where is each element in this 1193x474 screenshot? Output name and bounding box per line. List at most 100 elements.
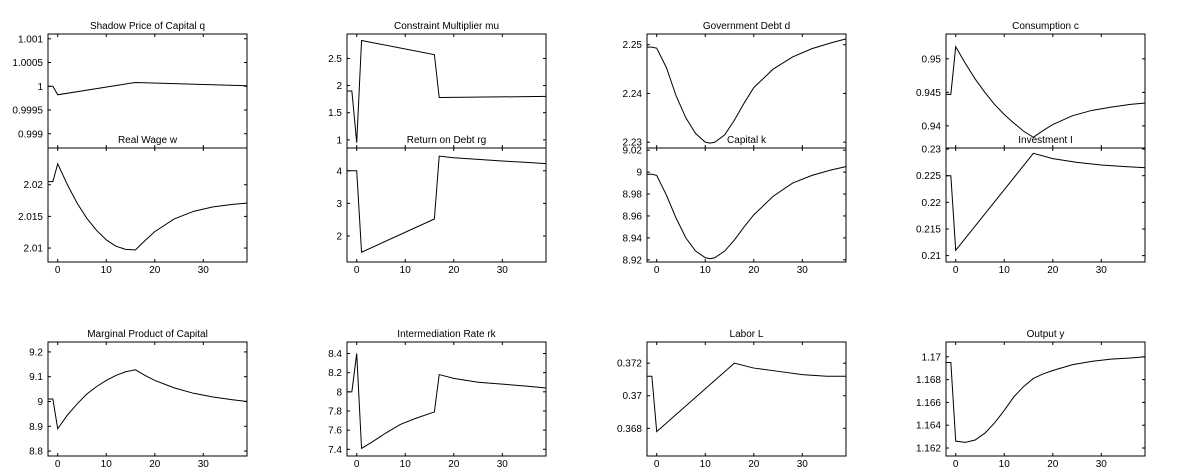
y-tick-label: 0.215: [916, 224, 941, 235]
y-tick-label: 9: [636, 168, 642, 179]
y-tick-label: 8.4: [328, 349, 342, 360]
panel-title: Government Debt d: [703, 21, 790, 32]
panel-10: Intermediation Rate rk 0 10 20 30 7.4 7.6 7.8 8 8…: [328, 329, 547, 470]
series-line-investment-i: [946, 152, 1146, 252]
x-tick-label: 30: [198, 265, 210, 276]
y-tick-label: 1.0005: [12, 58, 43, 69]
series-line-real-wage-w: [48, 162, 248, 251]
y-tick-label: 9.1: [29, 372, 43, 383]
panel-8: Investment I 0 10 20 30 0.21 0.215 0.22 0.225 0.2…: [916, 135, 1146, 276]
y-tick-label: 0.9995: [12, 106, 43, 117]
panel-title: Intermediation Rate rk: [397, 329, 496, 340]
y-tick-label: 1.17: [922, 352, 942, 363]
panel-title: Constraint Multiplier mu: [394, 21, 499, 32]
x-tick-label: 0: [354, 459, 360, 470]
x-tick-label: 10: [400, 265, 412, 276]
y-tick-label: 7.8: [328, 406, 342, 417]
x-tick-label: 20: [448, 459, 460, 470]
panel-title: Return on Debt rg: [407, 135, 487, 146]
plot-frame: [346, 33, 547, 149]
y-tick-label: 9: [37, 397, 43, 408]
panel-6: Return on Debt rg 0 10 20 30 2 3 4: [336, 135, 547, 276]
plot-frame: [346, 147, 547, 263]
panel-title: Real Wage w: [118, 135, 178, 146]
y-tick-label: 7.6: [328, 426, 342, 437]
y-tick-label: 8.96: [623, 211, 643, 222]
x-tick-label: 10: [700, 265, 712, 276]
x-tick-label: 20: [149, 459, 161, 470]
x-tick-label: 0: [953, 265, 959, 276]
x-tick-label: 20: [1047, 459, 1059, 470]
series-line-labor-l: [647, 362, 846, 433]
y-tick-label: 8.2: [328, 368, 342, 379]
y-tick-label: 0.225: [916, 171, 941, 182]
y-tick-label: 0.22: [922, 198, 942, 209]
y-tick-label: 2.01: [24, 244, 44, 255]
panel-title: Shadow Price of Capital q: [90, 21, 205, 32]
series-line-return-on-debt-rg: [347, 155, 547, 253]
x-tick-label: 10: [101, 265, 113, 276]
x-tick-label: 10: [101, 459, 113, 470]
x-tick-label: 0: [953, 459, 959, 470]
y-tick-label: 2.02: [24, 180, 44, 191]
x-tick-label: 30: [497, 265, 509, 276]
x-tick-label: 10: [700, 459, 712, 470]
panel-7: Capital k 0 10 20 30 8.92 8.94 8.96 8.98 9 9.02: [623, 135, 847, 276]
plot-frame: [47, 33, 248, 149]
panel-5: Real Wage w 0 10 20 30 2.01 2.015 2.02: [18, 135, 248, 276]
x-tick-label: 10: [400, 459, 412, 470]
panel-title: Capital k: [727, 135, 767, 146]
plot-frame: [47, 341, 248, 457]
y-tick-label: 8.8: [29, 447, 43, 458]
y-tick-label: 0.368: [617, 424, 642, 435]
y-tick-label: 2.015: [18, 212, 43, 223]
y-tick-label: 0.21: [922, 251, 942, 262]
x-tick-label: 30: [1096, 459, 1108, 470]
series-line-capital-k: [647, 166, 847, 260]
plot-frame: [646, 147, 847, 263]
x-tick-label: 0: [354, 265, 360, 276]
series-line-government-debt-d: [647, 38, 847, 144]
x-tick-label: 10: [999, 459, 1011, 470]
panel-12: Output y 0 10 20 30 1.162 1.164 1.166 1.168 1.17: [916, 329, 1146, 470]
panel-9: Marginal Product of Capital 0 10 20 30 8.8 8.9…: [29, 329, 248, 470]
panel-11: Labor L 0 10 20 30 0.368 0.37 0.372: [617, 329, 847, 470]
y-tick-label: 0.999: [18, 129, 43, 140]
series-line-consumption-c: [946, 45, 1146, 138]
x-tick-label: 20: [149, 265, 161, 276]
plot-frame: [945, 147, 1146, 263]
y-tick-label: 0.372: [617, 359, 642, 370]
y-tick-label: 2.25: [623, 40, 643, 51]
y-tick-label: 2: [336, 81, 342, 92]
y-tick-label: 1.5: [328, 108, 342, 119]
x-tick-label: 20: [448, 265, 460, 276]
panel-title: Investment I: [1018, 135, 1072, 146]
x-tick-label: 0: [654, 459, 660, 470]
panel-title: Labor L: [730, 329, 764, 340]
y-tick-label: 9.02: [623, 146, 643, 157]
x-tick-label: 30: [198, 459, 210, 470]
y-tick-label: 0.95: [922, 54, 942, 65]
y-tick-label: 8.94: [623, 233, 643, 244]
x-tick-label: 0: [55, 265, 61, 276]
y-tick-label: 4: [336, 166, 342, 177]
y-tick-label: 0.23: [922, 145, 942, 156]
y-tick-label: 1.168: [916, 375, 941, 386]
y-tick-label: 2.23: [623, 138, 643, 149]
y-tick-label: 8.98: [623, 190, 643, 201]
panel-title: Consumption c: [1012, 21, 1079, 32]
y-tick-label: 1.164: [916, 421, 941, 432]
series-line-intermediation-rate-rk: [347, 353, 547, 450]
x-tick-label: 20: [748, 459, 760, 470]
y-tick-label: 8.9: [29, 422, 43, 433]
x-tick-label: 30: [797, 265, 809, 276]
y-tick-label: 8: [336, 387, 342, 398]
y-tick-label: 2.5: [328, 54, 342, 65]
y-tick-label: 0.94: [922, 121, 942, 132]
y-tick-label: 1.001: [18, 34, 43, 45]
series-line-constraint-multiplier-mu: [347, 39, 547, 143]
y-tick-label: 9.2: [29, 347, 43, 358]
x-tick-label: 10: [999, 265, 1011, 276]
